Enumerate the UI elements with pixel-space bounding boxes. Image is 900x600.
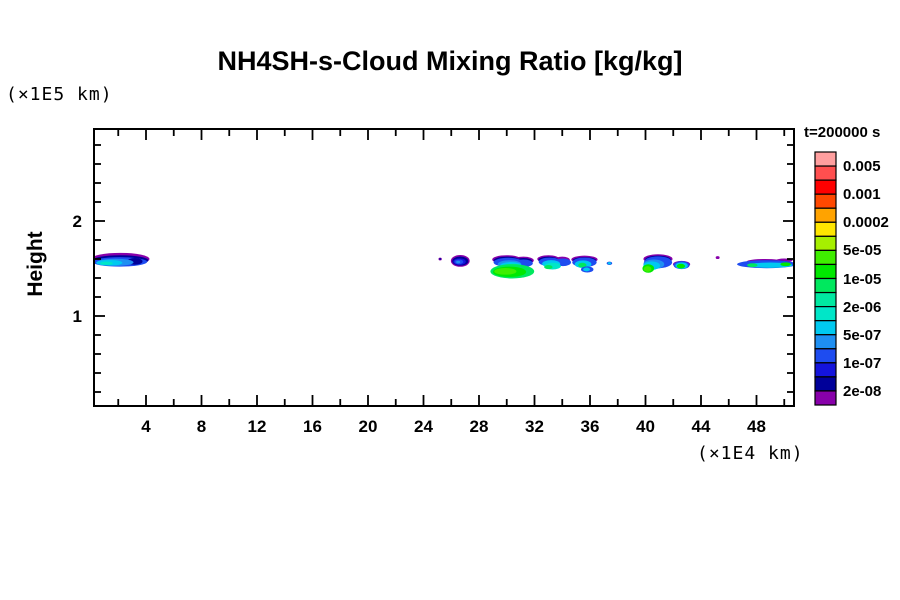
colorbar-level-label: 0.001	[843, 186, 881, 204]
colorbar-cell	[814, 179, 837, 195]
colorbar-cell	[814, 221, 837, 237]
cloud-dot-45	[715, 256, 720, 260]
x-tick-label: 20	[358, 417, 378, 436]
x-tick-label: 28	[469, 417, 489, 436]
x-tick-label: 24	[414, 417, 433, 436]
cloud-contour-layer	[494, 268, 517, 275]
colorbar	[814, 151, 837, 406]
colorbar-level-label: 1e-07	[843, 354, 882, 372]
cloud-blob-35	[571, 255, 598, 273]
colorbar-cell	[814, 193, 837, 209]
colorbar-cell	[814, 235, 837, 251]
colorbar-level-label: 2e-06	[843, 298, 882, 316]
cloud-contour-layer	[643, 266, 652, 272]
cloud-blob-33	[537, 255, 571, 270]
colorbar-cell	[814, 249, 837, 266]
colorbar-cell	[814, 362, 837, 378]
cloud-band-left	[94, 252, 150, 267]
x-tick-label: 40	[636, 417, 655, 436]
cloud-contour-layer	[456, 260, 461, 264]
colorbar-cell	[814, 277, 837, 294]
cloud-band-right	[737, 258, 794, 269]
cloud-dot-25	[438, 257, 442, 261]
cloud-contour-layer	[747, 263, 758, 268]
cloud-contour-layer	[100, 261, 113, 265]
cloud-dot-37	[606, 261, 613, 265]
colorbar-cell	[814, 151, 837, 167]
colorbar-cell	[814, 207, 837, 223]
colorbar-cell	[814, 165, 837, 181]
cloud-contour-layer	[715, 256, 720, 260]
x-tick-label: 12	[247, 417, 267, 436]
cloud-field	[94, 252, 794, 279]
colorbar-cell	[814, 320, 837, 336]
colorbar-level-label: 5e-07	[843, 326, 882, 344]
x-tick-label: 16	[303, 417, 322, 436]
cloud-contour-layer	[583, 267, 590, 272]
plot-border	[93, 128, 795, 407]
cloud-contour-layer	[439, 258, 442, 260]
colorbar-cell	[814, 348, 837, 364]
colorbar-level-label: 0.005	[843, 158, 881, 176]
colorbar-level-label: 1e-05	[843, 270, 882, 288]
colorbar-cell	[814, 390, 837, 406]
colorbar-level-label: 5e-05	[843, 242, 882, 260]
x-tick-label: 36	[580, 417, 600, 436]
x-tick-label: 44	[691, 417, 711, 436]
colorbar-cell	[814, 334, 837, 350]
cloud-blob-41	[642, 254, 673, 273]
colorbar-level-label: 2e-08	[843, 382, 882, 400]
x-axis-unit-label: (×1E4 km)	[697, 443, 804, 464]
colorbar-level-label: 0.0002	[843, 214, 889, 232]
cloud-contour-layer	[607, 262, 612, 265]
x-tick-label: 4	[141, 417, 151, 436]
legend-time-label: t=200000 s	[804, 124, 881, 141]
axis-ticks	[94, 129, 794, 406]
colorbar-cell	[814, 263, 837, 280]
y-tick-label: 2	[72, 212, 82, 231]
x-tick-label: 32	[525, 417, 544, 436]
cloud-contour-layer	[578, 262, 587, 268]
colorbar-cell	[814, 306, 837, 322]
cloud-blob-30-green	[490, 255, 535, 279]
cloud-blob-42	[672, 260, 691, 270]
colorbar-cell	[814, 376, 837, 392]
x-tick-label: 8	[196, 417, 207, 436]
cloud-contour-layer	[780, 262, 791, 267]
y-axis-unit-label: (×1E5 km)	[6, 84, 113, 105]
y-tick-label: 1	[72, 307, 82, 326]
cloud-contour-layer	[676, 263, 686, 269]
x-tick-label: 48	[747, 417, 766, 436]
cloud-contour-layer	[544, 264, 553, 270]
cloud-blob-26	[450, 255, 470, 267]
chart-title: NH4SH-s-Cloud Mixing Ratio [kg/kg]	[217, 46, 683, 76]
colorbar-cell	[814, 291, 837, 308]
